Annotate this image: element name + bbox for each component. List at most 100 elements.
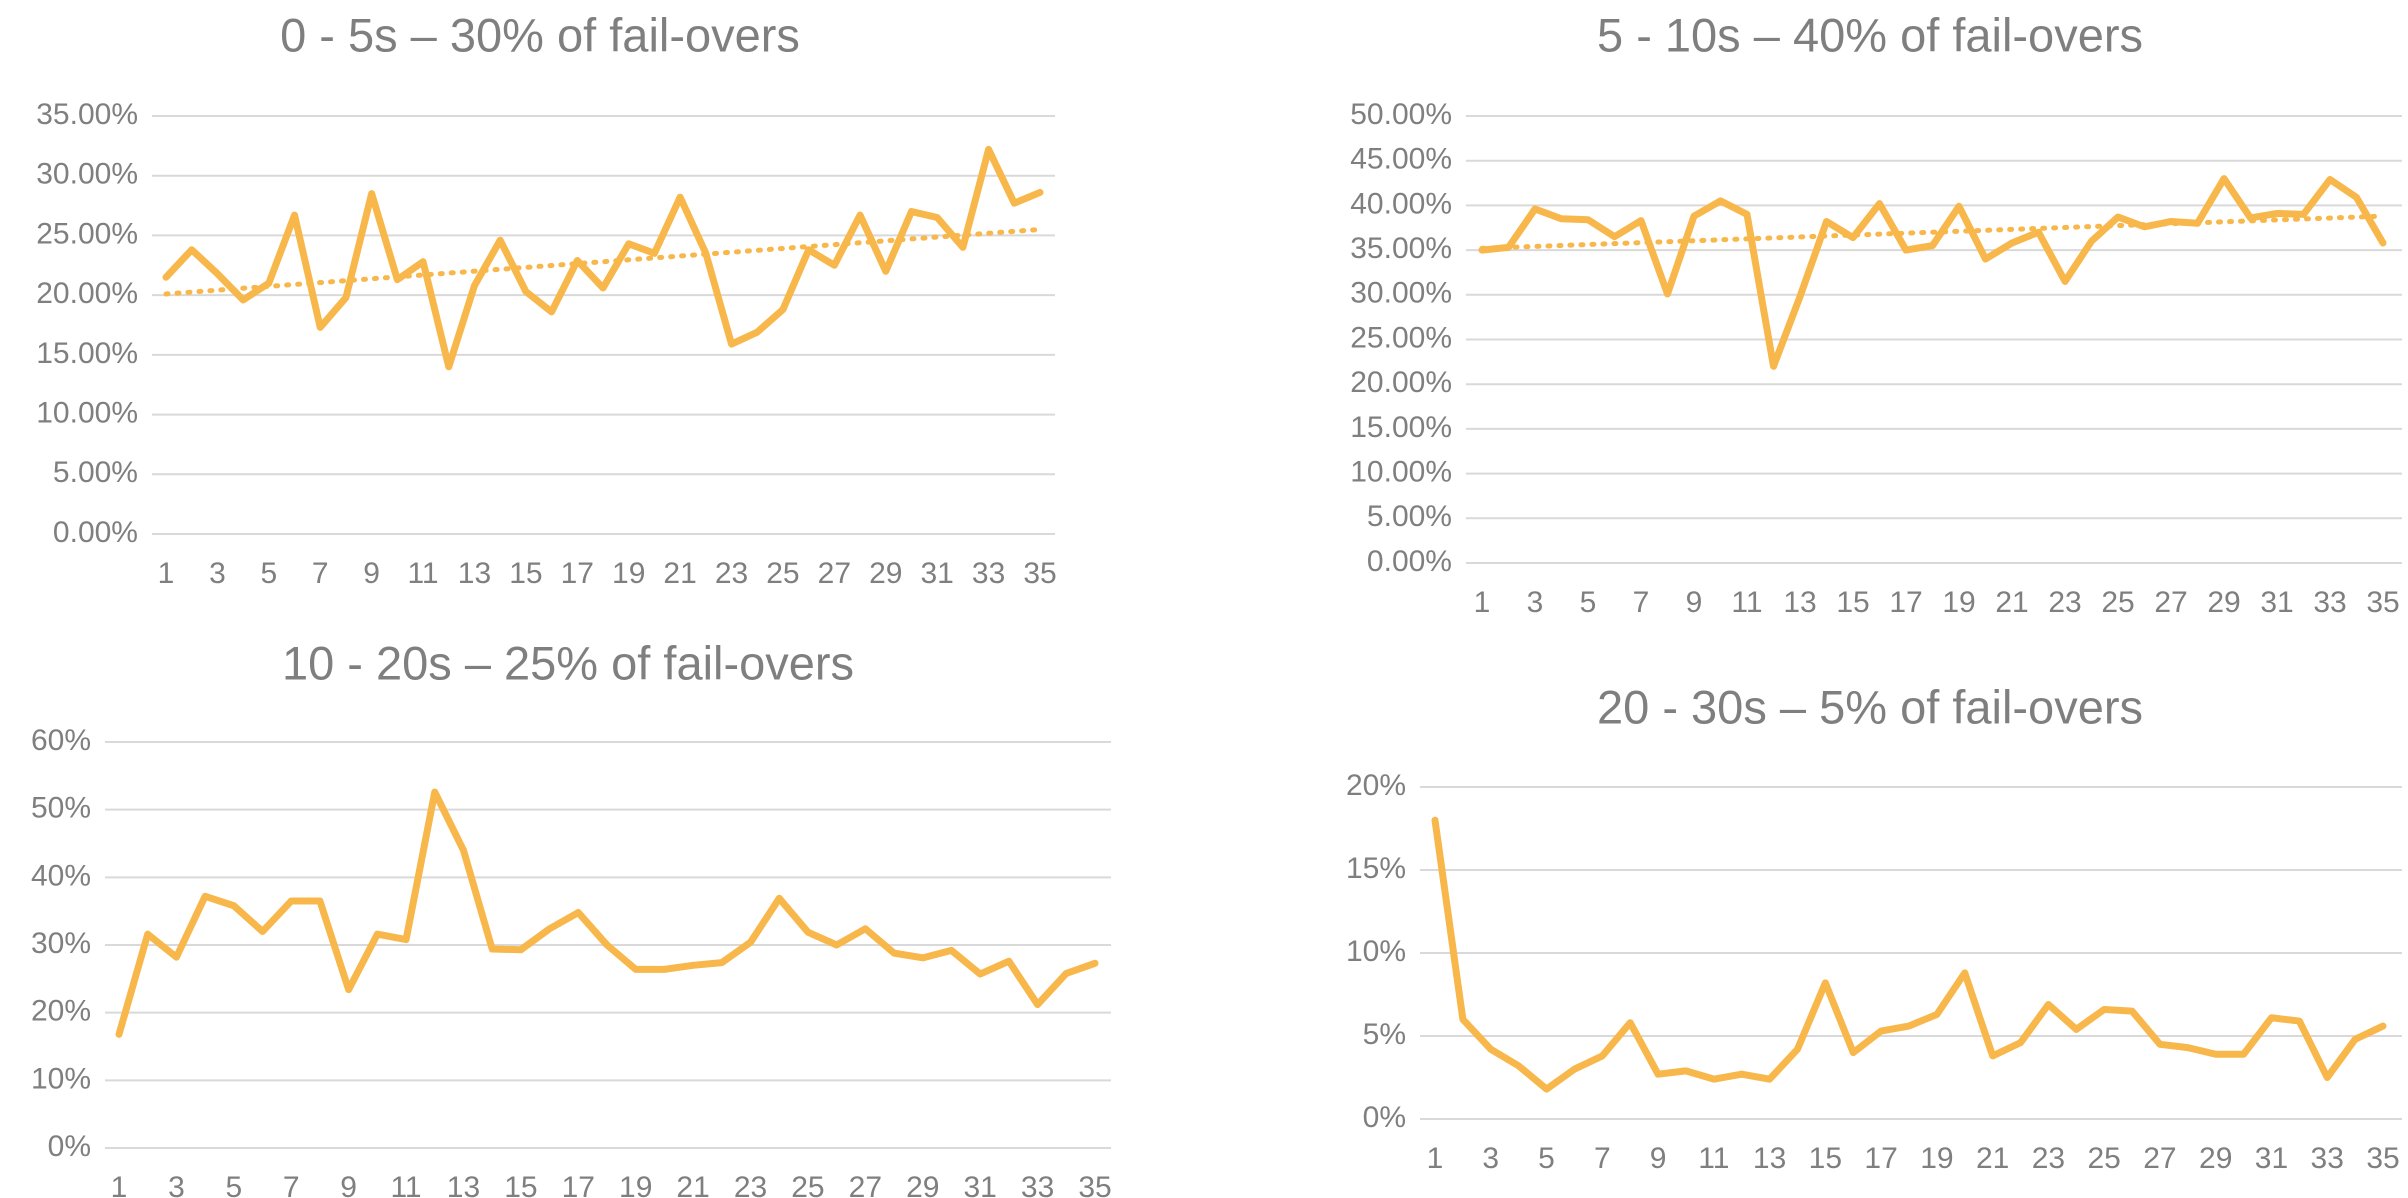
x-tick-label: 9	[363, 557, 380, 590]
x-tick-label: 15	[504, 1171, 537, 1198]
x-tick-label: 3	[209, 557, 226, 590]
x-tick-label: 19	[1942, 586, 1975, 619]
x-tick-label: 3	[1482, 1142, 1499, 1175]
y-tick-label: 40%	[31, 859, 91, 892]
x-tick-label: 23	[715, 557, 748, 590]
y-tick-label: 50.00%	[1350, 98, 1452, 131]
x-tick-label: 17	[561, 557, 594, 590]
x-tick-label: 3	[168, 1171, 185, 1198]
y-tick-label: 5.00%	[1367, 500, 1452, 533]
x-tick-label: 11	[1731, 586, 1762, 619]
x-tick-label: 19	[619, 1171, 652, 1198]
y-tick-label: 25.00%	[36, 217, 138, 250]
x-tick-label: 29	[869, 557, 902, 590]
x-tick-label: 35	[2366, 586, 2399, 619]
x-tick-label: 1	[1427, 1142, 1444, 1175]
x-tick-label: 27	[818, 557, 851, 590]
y-tick-label: 10%	[31, 1062, 91, 1095]
x-tick-label: 3	[1527, 586, 1544, 619]
x-tick-label: 31	[963, 1171, 996, 1198]
x-tick-label: 25	[2101, 586, 2134, 619]
x-tick-label: 15	[509, 557, 542, 590]
x-tick-label: 29	[2207, 586, 2240, 619]
x-tick-label: 25	[766, 557, 799, 590]
chart-title: 0 - 5s – 30% of fail-overs	[280, 8, 800, 61]
chart-title: 10 - 20s – 25% of fail-overs	[282, 636, 854, 689]
y-tick-label: 0.00%	[53, 516, 138, 549]
y-tick-label: 35.00%	[36, 98, 138, 131]
x-tick-label: 31	[2260, 586, 2293, 619]
x-tick-label: 29	[2199, 1142, 2232, 1175]
x-tick-label: 11	[1698, 1142, 1729, 1175]
x-tick-label: 7	[312, 557, 329, 590]
x-tick-label: 11	[407, 557, 438, 590]
x-tick-label: 11	[390, 1171, 421, 1198]
y-tick-label: 15%	[1346, 852, 1406, 885]
x-tick-label: 27	[2154, 586, 2187, 619]
x-tick-label: 17	[1889, 586, 1922, 619]
x-tick-label: 15	[1809, 1142, 1842, 1175]
x-tick-label: 1	[111, 1171, 128, 1198]
x-tick-label: 5	[1538, 1142, 1555, 1175]
data-line	[1431, 816, 2387, 1093]
x-tick-label: 23	[2032, 1142, 2065, 1175]
data-line	[162, 145, 1044, 371]
data-line	[1478, 175, 2387, 370]
y-tick-label: 10.00%	[1350, 456, 1452, 489]
x-tick-label: 25	[2087, 1142, 2120, 1175]
chart-title: 20 - 30s – 5% of fail-overs	[1597, 680, 2143, 733]
x-tick-label: 21	[663, 557, 696, 590]
x-tick-label: 27	[849, 1171, 882, 1198]
x-tick-label: 5	[1580, 586, 1597, 619]
x-tick-label: 23	[2048, 586, 2081, 619]
y-tick-label: 10.00%	[36, 396, 138, 429]
x-tick-label: 7	[1633, 586, 1650, 619]
y-tick-label: 30%	[31, 927, 91, 960]
y-tick-label: 20.00%	[1350, 366, 1452, 399]
x-tick-label: 33	[2311, 1142, 2344, 1175]
y-tick-label: 60%	[31, 724, 91, 757]
trendline	[1479, 213, 2386, 251]
x-tick-label: 13	[1753, 1142, 1786, 1175]
x-tick-label: 17	[562, 1171, 595, 1198]
x-tick-label: 23	[734, 1171, 767, 1198]
y-tick-label: 5.00%	[53, 456, 138, 489]
chart-title: 5 - 10s – 40% of fail-overs	[1597, 8, 2143, 61]
x-tick-label: 13	[458, 557, 491, 590]
y-tick-label: 10%	[1346, 935, 1406, 968]
y-tick-label: 20.00%	[36, 277, 138, 310]
y-tick-label: 20%	[1346, 769, 1406, 802]
x-tick-label: 21	[1995, 586, 2028, 619]
x-tick-label: 35	[1078, 1171, 1111, 1198]
x-tick-label: 5	[225, 1171, 242, 1198]
x-tick-label: 33	[1021, 1171, 1054, 1198]
y-tick-label: 20%	[31, 995, 91, 1028]
y-tick-label: 25.00%	[1350, 321, 1452, 354]
x-tick-label: 13	[447, 1171, 480, 1198]
y-tick-label: 50%	[31, 792, 91, 825]
x-tick-label: 17	[1864, 1142, 1897, 1175]
x-tick-label: 19	[1920, 1142, 1953, 1175]
x-tick-label: 7	[1594, 1142, 1611, 1175]
x-tick-label: 29	[906, 1171, 939, 1198]
y-tick-label: 5%	[1363, 1018, 1406, 1051]
y-tick-label: 15.00%	[1350, 411, 1452, 444]
y-tick-label: 30.00%	[1350, 277, 1452, 310]
y-tick-label: 35.00%	[1350, 232, 1452, 265]
x-tick-label: 31	[2255, 1142, 2288, 1175]
x-tick-label: 31	[920, 557, 953, 590]
x-tick-label: 35	[1023, 557, 1056, 590]
x-tick-label: 33	[2313, 586, 2346, 619]
y-tick-label: 40.00%	[1350, 187, 1452, 220]
y-tick-label: 0.00%	[1367, 545, 1452, 578]
y-tick-label: 30.00%	[36, 158, 138, 191]
data-line	[115, 788, 1099, 1038]
x-tick-label: 5	[260, 557, 277, 590]
x-tick-label: 21	[676, 1171, 709, 1198]
x-tick-label: 9	[340, 1171, 357, 1198]
x-tick-label: 1	[158, 557, 175, 590]
x-tick-label: 15	[1836, 586, 1869, 619]
x-tick-label: 33	[972, 557, 1005, 590]
